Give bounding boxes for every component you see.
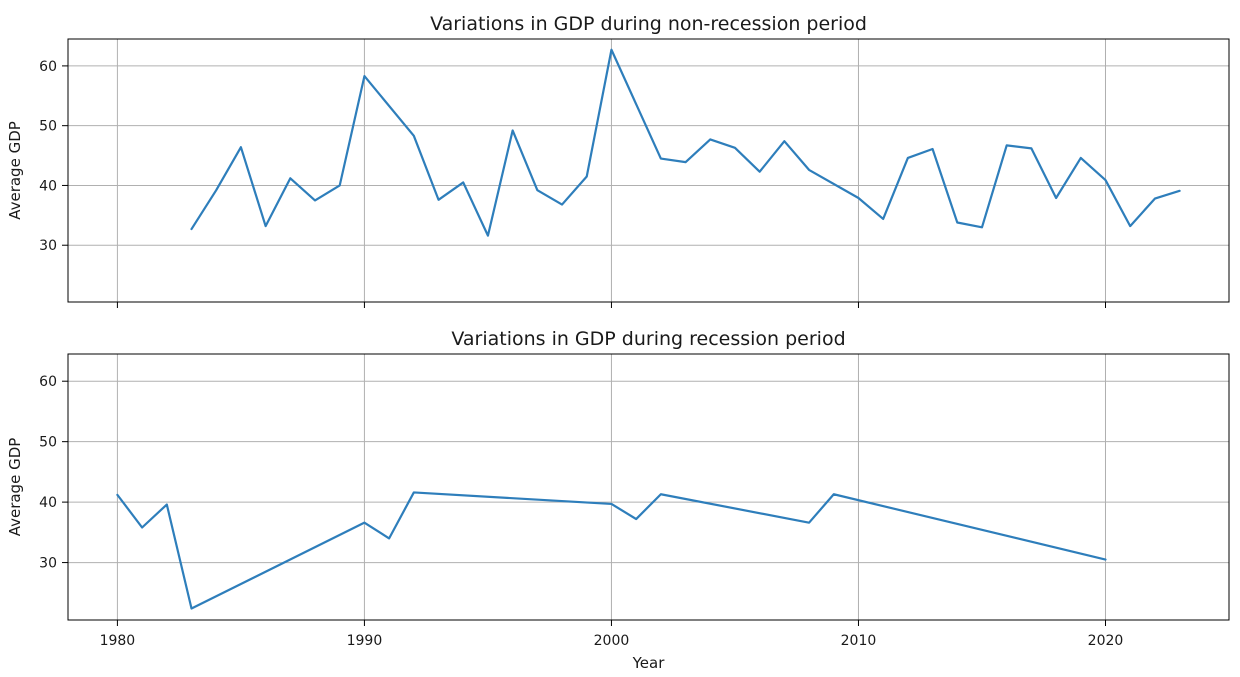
y-tick-label: 30 (39, 556, 57, 572)
x-tick-label: 1980 (100, 633, 136, 649)
y-tick-label: 30 (39, 238, 57, 254)
y-tick-label: 40 (39, 178, 57, 194)
y-tick-label: 60 (39, 374, 57, 390)
top-subplot: 30 40 50 60 Variations in GDP during non-rec… (6, 13, 1230, 308)
axes-frame (67, 353, 1230, 621)
x-tick-label: 1990 (347, 633, 383, 649)
y-tick-label: 50 (39, 119, 57, 135)
y-tick-label: 60 (39, 59, 57, 75)
x-tick-label: 2010 (841, 633, 877, 649)
y-tick-label: 40 (39, 495, 57, 511)
bottom-subplot: 1980 1990 2000 2010 2020 30 40 50 60 Variations i… (6, 328, 1230, 672)
subplot-title: Variations in GDP during non-recession p… (430, 13, 867, 35)
x-tick-label: 2000 (594, 633, 630, 649)
y-axis-label: Average GDP (6, 121, 24, 220)
gdp-series-line (190, 48, 1181, 237)
y-axis-label: Average GDP (6, 438, 24, 537)
x-axis-label: Year (632, 654, 666, 672)
y-tick-label: 50 (39, 435, 57, 451)
axes-frame (67, 38, 1230, 303)
gdp-series-line (116, 491, 1107, 610)
subplot-title: Variations in GDP during recession perio… (451, 328, 845, 350)
x-tick-label: 2020 (1088, 633, 1124, 649)
